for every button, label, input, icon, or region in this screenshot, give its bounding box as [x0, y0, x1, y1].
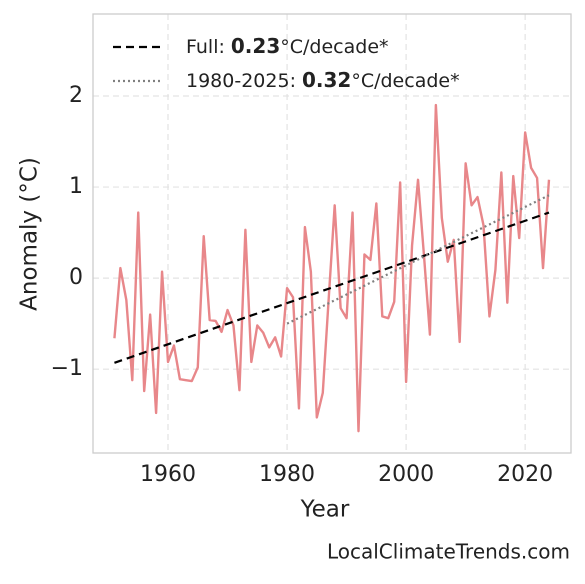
- legend-name: Full:: [186, 36, 225, 58]
- x-tick-label: 2020: [497, 462, 553, 487]
- legend-slope: 0.32: [302, 68, 351, 92]
- legend-unit: °C/decade*: [351, 70, 459, 92]
- y-axis-label: Anomaly (°C): [17, 157, 43, 311]
- trend-line: [114, 211, 550, 364]
- legend-label: 1980-2025: 0.32°C/decade*: [186, 68, 460, 92]
- trend-line: [286, 194, 550, 325]
- y-tick-label: −1: [51, 356, 83, 381]
- data-line: [113, 103, 551, 433]
- y-tick-label: 1: [69, 174, 83, 199]
- legend-label: Full: 0.23°C/decade*: [186, 34, 389, 58]
- legend-slope: 0.23: [231, 34, 280, 58]
- plot-frame: [92, 13, 572, 454]
- x-tick-label: 2000: [378, 462, 434, 487]
- x-tick-label: 1980: [259, 462, 315, 487]
- y-tick-label: 0: [69, 265, 83, 290]
- legend-unit: °C/decade*: [280, 36, 388, 58]
- legend-name: 1980-2025:: [186, 70, 296, 92]
- y-tick-label: 2: [69, 83, 83, 108]
- x-tick-label: 1960: [140, 462, 196, 487]
- x-axis-label: Year: [300, 497, 350, 523]
- source: LocalClimateTrends.com: [327, 540, 570, 564]
